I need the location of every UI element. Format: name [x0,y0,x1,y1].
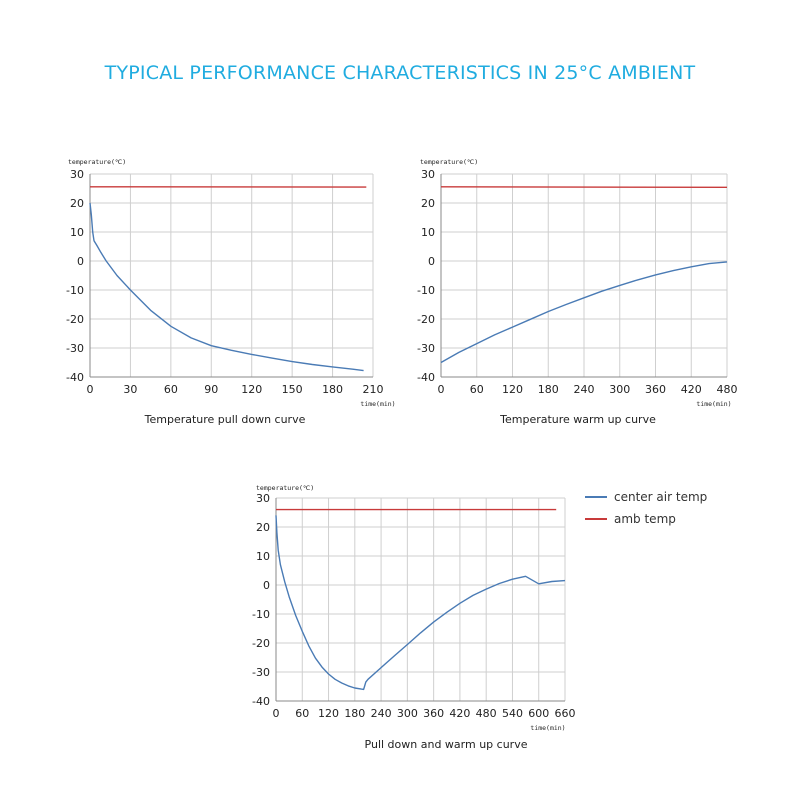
y-tick-label: 0 [263,579,270,592]
x-tick-label: 360 [423,707,444,720]
y-axis-label: temperature(℃) [68,158,126,166]
x-tick-label: 30 [123,383,137,396]
y-tick-label: -40 [417,371,435,384]
y-tick-label: 20 [256,521,270,534]
chart-title: Pull down and warm up curve [365,738,528,751]
x-tick-label: 240 [371,707,392,720]
chart-3: 0 60 120 180 240 300 360 420 480 540 600 660-40-30-… [252,484,575,751]
x-tick-label: 480 [476,707,497,720]
x-tick-label: 240 [574,383,595,396]
y-axis-label: temperature(℃) [420,158,478,166]
y-tick-label: -40 [66,371,84,384]
x-tick-label: 150 [282,383,303,396]
x-axis-label: time(min) [360,400,395,408]
x-tick-label: 480 [717,383,738,396]
y-tick-label: -10 [252,608,270,621]
y-tick-label: -20 [66,313,84,326]
x-tick-label: 420 [449,707,470,720]
y-tick-label: 30 [256,492,270,505]
x-tick-label: 210 [363,383,384,396]
series-line-center-air-temp [275,515,566,691]
y-tick-label: 30 [70,168,84,181]
x-tick-label: 180 [344,707,365,720]
x-tick-label: 0 [87,383,94,396]
series-line-center-air-temp [89,202,364,372]
legend-swatch-center-air-temp [585,496,607,498]
y-tick-label: 10 [421,226,435,239]
y-tick-label: 10 [70,226,84,239]
x-tick-label: 0 [273,707,280,720]
x-tick-label: 300 [397,707,418,720]
x-tick-label: 660 [555,707,576,720]
y-tick-label: -20 [252,637,270,650]
x-tick-label: 180 [538,383,559,396]
x-tick-label: 300 [609,383,630,396]
y-tick-label: -10 [417,284,435,297]
y-tick-label: -30 [252,666,270,679]
x-tick-label: 90 [204,383,218,396]
x-tick-label: 540 [502,707,523,720]
x-tick-label: 60 [470,383,484,396]
x-tick-label: 420 [681,383,702,396]
x-axis-label: time(min) [530,724,565,732]
y-tick-label: -20 [417,313,435,326]
x-tick-label: 120 [241,383,262,396]
chart-title: Temperature warm up curve [499,413,656,426]
x-tick-label: 360 [645,383,666,396]
chart-title: Temperature pull down curve [144,413,306,426]
series-line-amb-temp [440,186,728,188]
legend-label-center-air-temp: center air temp [614,490,708,504]
x-axis-label: time(min) [696,400,731,408]
legend-label-amb-temp: amb temp [614,512,676,526]
y-tick-label: 10 [256,550,270,563]
y-tick-label: -30 [417,342,435,355]
x-tick-label: 120 [318,707,339,720]
page-title: TYPICAL PERFORMANCE CHARACTERISTICS IN 2… [104,62,696,84]
x-tick-label: 120 [502,383,523,396]
x-tick-label: 60 [164,383,178,396]
y-tick-label: -30 [66,342,84,355]
y-tick-label: 20 [70,197,84,210]
y-tick-label: 20 [421,197,435,210]
y-tick-label: -40 [252,695,270,708]
legend-item-center-air-temp: center air temp [585,487,785,507]
legend-item-amb-temp: amb temp [585,509,785,529]
series-line-center-air-temp [440,261,728,364]
x-tick-label: 60 [295,707,309,720]
y-axis-label: temperature(℃) [256,484,314,492]
y-tick-label: 30 [421,168,435,181]
legend: center air temp amb temp [585,487,785,531]
y-tick-label: 0 [77,255,84,268]
chart-2: 0 60 120 180 240 300 360 420 480 -40 -30 -20 -10 0 10 2… [417,158,737,426]
chart-1: 0 30 60 90 120 150 180 210 -40 -30 -20 -10 0 10 20 30 te… [66,158,396,426]
x-tick-label: 600 [528,707,549,720]
x-tick-label: 0 [438,383,445,396]
legend-swatch-amb-temp [585,518,607,520]
y-tick-label: -10 [66,284,84,297]
x-tick-label: 180 [322,383,343,396]
y-tick-label: 0 [428,255,435,268]
